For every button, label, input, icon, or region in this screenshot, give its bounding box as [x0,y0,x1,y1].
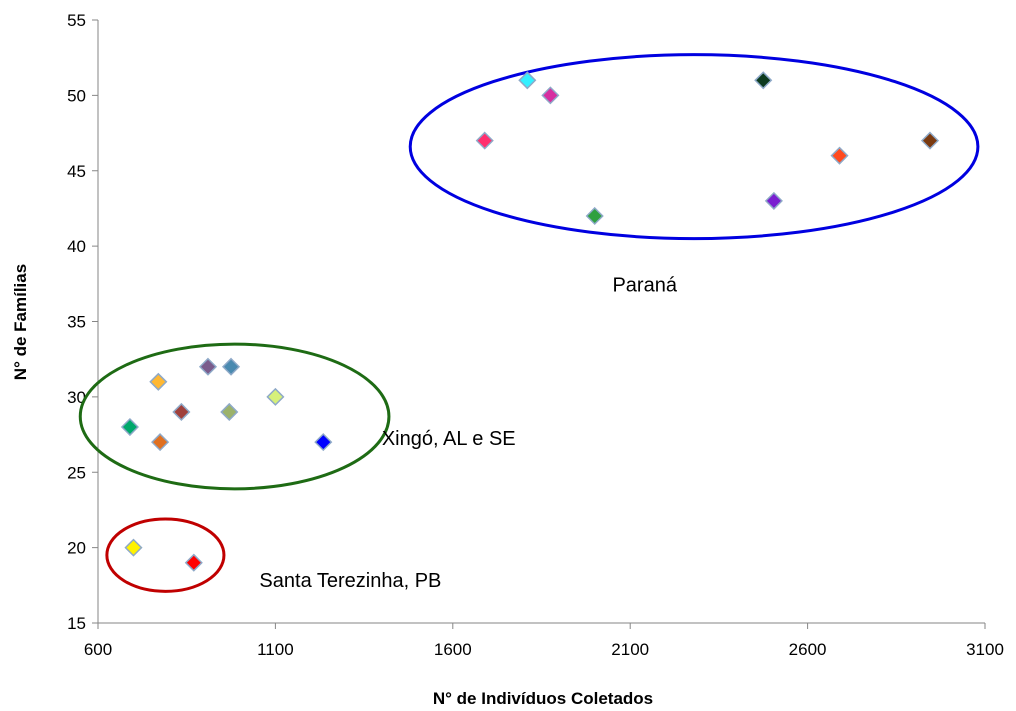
y-axis-title: N° de Famílias [11,264,30,380]
data-point [120,417,139,437]
group-ellipses [78,53,980,593]
x-tick-label: 2100 [611,640,649,659]
x-tick-label: 1600 [434,640,472,659]
data-point [149,372,168,391]
group-label: Santa Terezinha, PB [259,570,441,592]
group-label: Xingó, AL e SE [382,428,516,450]
y-tick-label: 55 [67,11,86,30]
data-point [172,402,191,422]
data-point [124,538,143,557]
y-tick-label: 40 [67,237,86,256]
y-tick-label: 35 [67,313,86,332]
group-labels: Santa Terezinha, PB Xingó, AL e SE Paraná [259,274,677,591]
data-point [920,131,940,150]
data-point [221,357,241,376]
data-points [120,71,940,572]
data-point [184,553,203,572]
y-tick-label: 20 [67,539,86,558]
y-tick-label: 45 [67,162,86,181]
group-label: Paraná [612,274,677,296]
x-tick-label: 1100 [257,640,294,659]
x-tick-label: 2600 [789,640,827,659]
data-point [220,402,239,422]
data-point [198,357,218,376]
x-tick-label: 600 [84,640,112,659]
data-point [518,71,537,90]
group-ellipse [408,53,980,241]
axes [92,19,986,629]
data-point [266,387,285,406]
tick-labels: 15 20 25 30 35 40 45 50 55 600 1100 1600 2100 2600 310… [67,11,1004,659]
group-ellipse [78,342,391,491]
data-point [585,206,604,226]
group-ellipse [105,517,226,593]
y-tick-label: 25 [67,463,86,482]
data-point [151,433,170,452]
data-point [754,71,773,90]
data-point [541,86,560,105]
data-point [475,131,494,150]
x-tick-label: 3100 [966,640,1004,659]
x-axis-title: N° de Indivíduos Coletados [433,689,653,708]
data-point [830,146,849,165]
data-point [764,191,783,210]
y-tick-label: 30 [67,388,86,407]
y-tick-label: 50 [67,86,86,105]
data-point [314,433,333,452]
y-tick-label: 15 [67,614,86,633]
